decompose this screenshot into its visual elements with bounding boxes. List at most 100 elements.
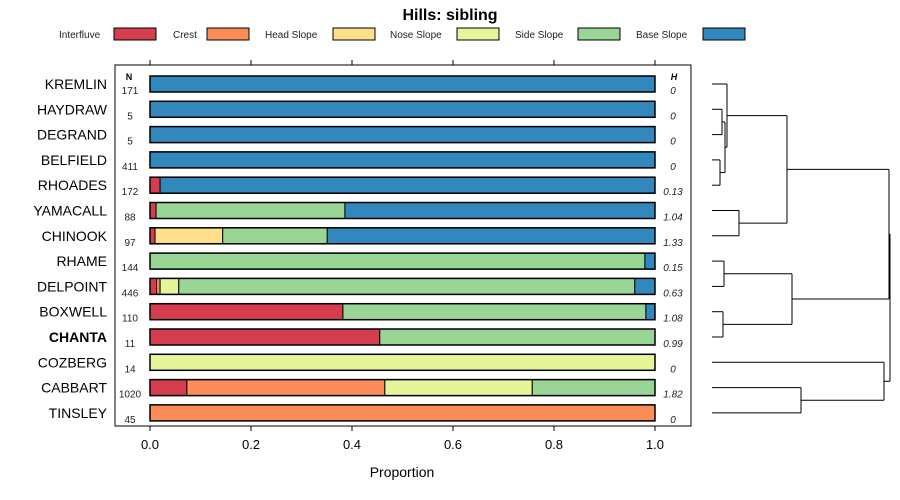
x-axis: 0.0 0.2 0.4 0.6 0.8 1.0: [141, 60, 664, 452]
n-value-chanta: 11: [125, 339, 136, 350]
bar-outline-cabbart: [149, 378, 656, 397]
row-tinsley: TINSLEY 45 0: [49, 404, 676, 426]
bar-segment-haydraw-base-slope: [149, 100, 656, 118]
bar-outline-degrand: [149, 125, 656, 144]
row-label-tinsley: TINSLEY: [49, 405, 108, 421]
legend: Interfluve Crest Head Slope Nose Slope Side …: [59, 27, 746, 41]
bar-segment-tinsley-crest: [149, 404, 656, 422]
legend-swatch-base-slope: [702, 27, 746, 41]
bar-segment-delpoint-side-slope: [178, 277, 636, 295]
h-value-yamacall: 1.04: [663, 213, 683, 224]
n-value-cozberg: 14: [124, 364, 136, 375]
n-value-yamacall: 88: [124, 213, 136, 224]
bar-segment-yamacall-base-slope: [344, 202, 656, 219]
bar-segment-cabbart-crest: [186, 379, 386, 397]
legend-label-nose-slope: Nose Slope: [390, 30, 442, 41]
legend-label-crest: Crest: [173, 30, 197, 41]
row-label-belfield: BELFIELD: [41, 152, 107, 168]
bar-segment-delpoint-base-slope: [634, 277, 656, 295]
h-value-degrand: 0: [670, 137, 676, 148]
h-value-rhoades: 0.13: [663, 187, 683, 198]
n-value-tinsley: 45: [124, 415, 136, 426]
bar-segment-degrand-base-slope: [149, 126, 656, 144]
legend-label-interfluve: Interfluve: [59, 30, 101, 41]
bar-outline-haydraw: [149, 100, 656, 119]
h-column-header: H: [671, 72, 678, 82]
bar-outline-rhoades: [149, 176, 656, 194]
bar-segment-belfield-base-slope: [149, 151, 656, 169]
row-delpoint: DELPOINT 446 0.63: [37, 277, 683, 299]
row-label-kremlin: KREMLIN: [45, 76, 107, 92]
bar-outline-tinsley: [149, 404, 656, 422]
row-label-rhoades: RHOADES: [38, 177, 107, 193]
row-label-boxwell: BOXWELL: [39, 304, 107, 320]
legend-swatch-nose-slope: [456, 27, 500, 41]
chart-title: Hills: sibling: [402, 7, 497, 24]
bar-segment-chanta-side-slope: [379, 328, 656, 346]
bar-segment-chinook-base-slope: [326, 227, 656, 245]
h-value-tinsley: 0: [670, 415, 676, 426]
legend-label-side-slope: Side Slope: [515, 30, 564, 41]
legend-swatch-crest: [206, 27, 250, 41]
legend-label-head-slope: Head Slope: [265, 30, 318, 41]
bar-segment-boxwell-interfluve: [149, 303, 344, 321]
h-value-haydraw: 0: [670, 111, 676, 122]
h-value-chanta: 0.99: [663, 339, 683, 350]
n-value-kremlin: 171: [122, 86, 139, 97]
bar-segment-yamacall-side-slope: [155, 202, 346, 219]
h-value-belfield: 0: [670, 162, 676, 173]
row-label-delpoint: DELPOINT: [37, 278, 107, 294]
row-rhame: RHAME 144 0.15: [56, 252, 683, 274]
legend-swatch-head-slope: [332, 27, 376, 41]
n-value-haydraw: 5: [127, 111, 133, 122]
legend-swatch-interfluve: [113, 27, 157, 41]
legend-label-base-slope: Base Slope: [636, 30, 688, 41]
row-cabbart: CABBART 1020 1.82: [41, 378, 683, 401]
bar-segment-delpoint-interfluve: [149, 277, 158, 295]
row-label-cozberg: COZBERG: [38, 354, 107, 370]
bar-segment-boxwell-side-slope: [342, 303, 647, 321]
bar-segment-delpoint-nose-slope: [159, 277, 180, 295]
bar-segment-yamacall-interfluve: [149, 202, 157, 219]
bar-outline-delpoint: [149, 277, 656, 296]
row-boxwell: BOXWELL 110 1.08: [39, 302, 683, 325]
h-value-delpoint: 0.63: [663, 288, 683, 299]
row-label-degrand: DEGRAND: [37, 127, 107, 143]
bar-segment-chanta-interfluve: [149, 328, 381, 346]
bar-outline-boxwell: [149, 302, 656, 321]
n-value-cabbart: 1020: [119, 390, 142, 401]
n-value-rhoades: 172: [122, 187, 139, 198]
bar-segment-cozberg-nose-slope: [149, 353, 656, 371]
row-chinook: CHINOOK 97 1.33: [42, 227, 683, 249]
n-value-boxwell: 110: [122, 314, 138, 325]
n-value-belfield: 411: [122, 162, 138, 173]
row-belfield: BELFIELD 411 0: [41, 151, 676, 173]
bar-segment-rhoades-base-slope: [159, 176, 656, 194]
row-label-cabbart: CABBART: [41, 380, 107, 396]
n-value-chinook: 97: [124, 238, 136, 249]
dendrogram: [712, 83, 891, 414]
bar-segment-chinook-interfluve: [149, 227, 156, 245]
h-value-cozberg: 0: [670, 364, 676, 375]
bar-outline-cozberg: [149, 353, 656, 372]
row-cozberg: COZBERG 14 0: [38, 353, 676, 375]
legend-swatch-side-slope: [577, 27, 621, 41]
bar-outline-belfield: [149, 151, 656, 169]
bar-segment-chinook-side-slope: [222, 227, 328, 245]
bar-segment-delpoint-crest: [156, 277, 161, 295]
x-tick-label: 0.6: [444, 437, 462, 452]
x-axis-title: Proportion: [370, 464, 435, 480]
n-value-delpoint: 446: [122, 288, 139, 299]
n-column-header: N: [126, 72, 133, 82]
x-tick-label: 0.2: [242, 437, 260, 452]
bar-segment-rhame-base-slope: [644, 252, 656, 270]
bar-segment-boxwell-base-slope: [645, 303, 656, 321]
bar-outline-rhame: [149, 252, 656, 270]
row-chanta: CHANTA 11 0.99: [49, 328, 683, 350]
bar-segment-cabbart-interfluve: [149, 379, 188, 397]
row-label-yamacall: YAMACALL: [33, 203, 107, 219]
row-label-chanta: CHANTA: [49, 329, 107, 345]
h-value-kremlin: 0: [670, 86, 676, 97]
row-kremlin: KREMLIN 171 0: [45, 75, 676, 97]
